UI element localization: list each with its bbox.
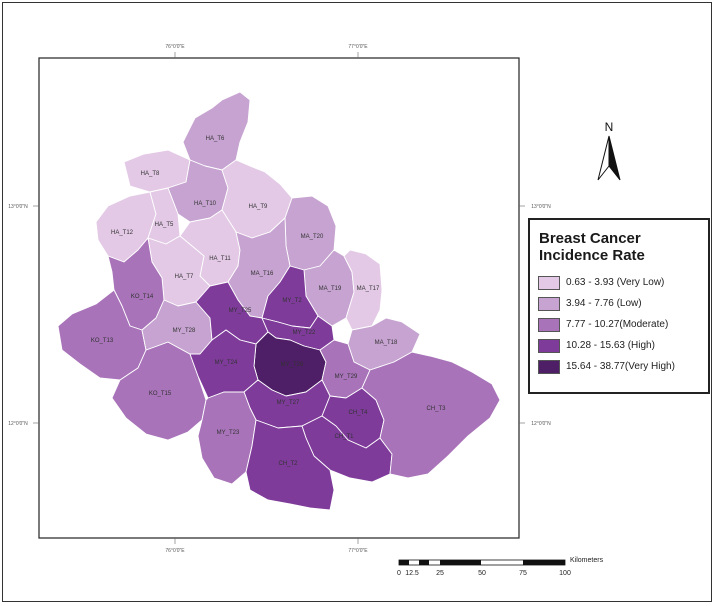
region-label: MA_T20: [301, 234, 324, 240]
graticule-bottom-label: 76°0'0"E: [165, 548, 185, 554]
graticule-right-label: 12°0'0"N: [531, 421, 551, 427]
region-labels: HA_T6 HA_T8 HA_T10 HA_T9 HA_T12 HA_T5 HA_T11 HA…: [91, 136, 446, 467]
region-label: CH_T3: [426, 406, 446, 412]
region-label: HA_T9: [249, 204, 268, 210]
region-label: MA_T18: [375, 340, 398, 346]
region-ma-t17: [343, 249, 383, 331]
graticule-top-label: 76°0'0"E: [165, 44, 185, 50]
north-arrow-icon-shade: [608, 135, 621, 181]
region-label: MA_T17: [357, 286, 380, 292]
north-arrow-icon: [597, 135, 610, 181]
region-label: KO_T13: [91, 338, 114, 344]
legend-list: 0.63 - 3.93 (Very Low) 3.94 - 7.76 (Low)…: [538, 272, 708, 377]
scale-tick-label: 50: [478, 570, 486, 577]
legend-title-line: Incidence Rate: [539, 247, 645, 264]
graticule-ticks: [33, 52, 525, 544]
scale-tick-label: 0: [397, 570, 401, 577]
legend-label: 3.94 - 7.76 (Low): [566, 298, 642, 309]
legend-item: 15.64 - 38.77(Very High): [538, 356, 708, 377]
legend-item: 0.63 - 3.93 (Very Low): [538, 272, 708, 293]
legend-title: Breast Cancer Incidence Rate: [539, 230, 708, 264]
graticule-bottom-label: 77°0'0"E: [348, 548, 368, 554]
graticule-top-label: 77°0'0"E: [348, 44, 368, 50]
region-label: MY_T25: [229, 308, 252, 314]
scale-bar: 0 12.5 25 50 75 100 Kilometers: [397, 557, 604, 577]
legend-label: 15.64 - 38.77(Very High): [566, 361, 675, 372]
region-label: KO_T14: [131, 294, 154, 300]
region-label: CH_T4: [348, 410, 368, 416]
graticule-left-label: 12°0'0"N: [8, 421, 28, 427]
region-label: HA_T12: [111, 230, 134, 236]
legend-item: 3.94 - 7.76 (Low): [538, 293, 708, 314]
region-label: MY_T26: [281, 362, 304, 368]
legend-item: 10.28 - 15.63 (High): [538, 335, 708, 356]
region-label: CH_T1: [334, 434, 354, 440]
graticule-labels: 76°0'0"E 77°0'0"E 76°0'0"E 77°0'0"E 13°0…: [8, 44, 551, 554]
scale-tick-label: 25: [436, 570, 444, 577]
legend-swatch: [538, 275, 560, 290]
region-label: MY_T2: [282, 298, 302, 304]
legend-swatch: [538, 317, 560, 332]
map-legend: Breast Cancer Incidence Rate 0.63 - 3.93…: [528, 218, 710, 394]
legend-swatch: [538, 359, 560, 374]
scale-unit-label: Kilometers: [570, 557, 604, 564]
region-ch-t3: [361, 351, 501, 479]
legend-swatch: [538, 296, 560, 311]
region-label: HA_T11: [209, 256, 231, 262]
region-label: MA_T16: [251, 271, 274, 277]
graticule-right-label: 13°0'0"N: [531, 204, 551, 210]
region-ch-t2: [245, 419, 335, 511]
region-label: MY_T28: [173, 328, 196, 334]
region-label: HA_T7: [175, 274, 194, 280]
region-label: HA_T10: [194, 201, 217, 207]
choropleth-regions: [57, 91, 501, 511]
graticule-left-label: 13°0'0"N: [8, 204, 28, 210]
region-label: CH_T2: [278, 461, 298, 467]
legend-swatch: [538, 338, 560, 353]
region-label: KO_T15: [149, 391, 172, 397]
region-label: MY_T27: [277, 400, 300, 406]
scale-tick-label: 12.5: [405, 570, 419, 577]
region-label: HA_T5: [155, 222, 174, 228]
legend-label: 7.77 - 10.27(Moderate): [566, 319, 669, 330]
region-label: MY_T22: [293, 330, 316, 336]
legend-label: 0.63 - 3.93 (Very Low): [566, 277, 665, 288]
scale-tick-label: 75: [519, 570, 527, 577]
north-label: N: [605, 120, 614, 134]
north-arrow: N: [597, 120, 621, 181]
legend-title-line: Breast Cancer: [539, 230, 641, 247]
region-label: MY_T24: [215, 360, 238, 366]
legend-item: 7.77 - 10.27(Moderate): [538, 314, 708, 335]
region-label: HA_T6: [206, 136, 225, 142]
legend-label: 10.28 - 15.63 (High): [566, 340, 655, 351]
region-label: MA_T19: [319, 286, 342, 292]
scale-tick-label: 100: [559, 570, 571, 577]
region-label: MY_T23: [217, 430, 240, 436]
region-label: HA_T8: [141, 171, 160, 177]
region-label: MY_T29: [335, 374, 358, 380]
